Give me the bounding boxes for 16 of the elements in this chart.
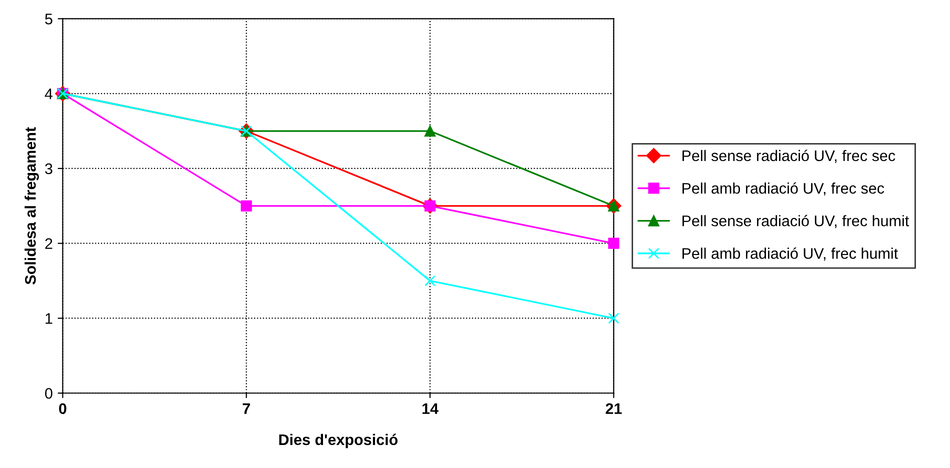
y-tick-label: 0 — [45, 388, 52, 399]
y-axis-title: Solidesa al fregament — [24, 127, 39, 284]
x-tick-label: 0 — [59, 403, 66, 414]
x-tick-label: 14 — [422, 403, 438, 414]
x-axis-title: Dies d'exposició — [279, 434, 398, 448]
x-tick-label: 21 — [606, 403, 622, 414]
y-tick-label: 2 — [45, 238, 52, 249]
y-tick-label: 3 — [45, 163, 52, 174]
legend-label: Pell amb radiació UV, frec humit — [682, 247, 898, 261]
legend-label: Pell amb radiació UV, frec sec — [682, 182, 884, 196]
y-tick-label: 5 — [45, 14, 52, 24]
legend-label: Pell sense radiació UV, frec sec — [682, 150, 896, 163]
y-tick-label: 1 — [46, 313, 52, 324]
legend-label: Pell sense radiació UV, frec humit — [682, 214, 910, 228]
y-tick-label: 4 — [44, 88, 53, 100]
x-tick-label: 7 — [242, 403, 250, 414]
